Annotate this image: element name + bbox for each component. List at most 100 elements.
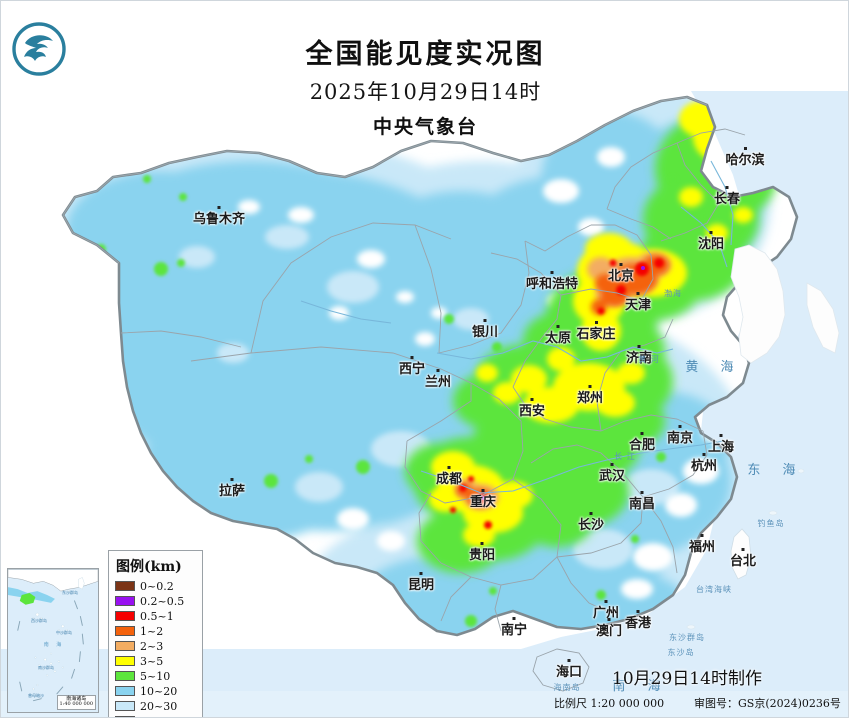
city-marker-dot (481, 489, 485, 492)
geo-label: 渤海 (664, 289, 682, 298)
city-marker-dot (610, 463, 614, 466)
city-label-text: 澳门 (595, 624, 623, 639)
city-marker-dot (637, 345, 641, 348)
legend-item: 1~2 (115, 624, 197, 638)
legend-title: 图例(km) (116, 559, 182, 575)
city-label-text: 广州 (592, 606, 620, 621)
city-marker-dot (678, 425, 682, 428)
geo-label: 黄 海 (685, 360, 743, 375)
city-marker-dot (604, 600, 608, 603)
inset-island-label: 东沙群岛 (62, 590, 78, 595)
city-label-text: 南昌 (628, 497, 656, 512)
approval-number-text: 审图号：GS京(2024)0236号 (694, 697, 841, 710)
inset-island-label: 西沙群岛 (31, 618, 47, 623)
legend-item: 0.5~1 (115, 609, 197, 623)
city-label: 成都 (435, 466, 463, 487)
geo-label: 黄 河 (638, 355, 660, 364)
geo-label: 钓鱼岛 (757, 519, 785, 528)
city-label: 南京 (667, 425, 693, 445)
city-marker-dot (640, 491, 644, 494)
city-marker-dot (550, 271, 554, 274)
geo-label: 长 江 (614, 452, 636, 461)
legend-label: 0.5~1 (140, 609, 174, 623)
inset-island-label: 曾母暗沙 (28, 693, 44, 698)
city-marker-dot (640, 432, 644, 435)
south-china-sea-inset: 东沙群岛 西沙群岛 中沙群岛 南沙群岛 曾母暗沙 南 海 南海诸岛 1:40 000 0… (7, 568, 99, 713)
city-marker-dot (594, 321, 598, 324)
made-at-text: 10月29日14时制作 (612, 669, 762, 689)
legend-item: 0.2~0.5 (115, 594, 197, 608)
legend-item: 0~0.2 (115, 579, 197, 593)
city-label: 武汉 (598, 463, 626, 484)
city-marker-dot (725, 186, 729, 189)
city-marker-dot (636, 610, 640, 613)
city-label: 呼和浩特 (525, 271, 579, 292)
inset-name: 南海诸岛 (66, 695, 87, 702)
city-label-text: 上海 (707, 440, 735, 455)
city-marker-dot (619, 263, 623, 266)
legend-swatch (115, 656, 135, 666)
city-label-text: 天津 (624, 298, 652, 313)
legend-item: ≥30 (115, 714, 197, 717)
city-label: 银川 (472, 319, 498, 339)
city-label: 西安 (518, 398, 546, 419)
city-label: 北京 (607, 263, 635, 284)
legend-swatch (115, 626, 135, 636)
city-marker-dot (743, 147, 747, 150)
legend-label: 5~10 (140, 669, 171, 683)
city-label-text: 北京 (607, 269, 635, 284)
city-label: 合肥 (629, 432, 655, 452)
legend-swatch (115, 671, 135, 681)
city-marker-dot (719, 434, 723, 437)
city-label: 哈尔滨 (725, 147, 765, 168)
city-label-text: 长沙 (577, 518, 605, 533)
city-label-text: 沈阳 (697, 237, 725, 252)
city-label: 济南 (626, 345, 652, 365)
city-label-text: 成都 (435, 472, 463, 487)
city-label: 福州 (688, 534, 716, 555)
city-marker-dot (530, 398, 534, 401)
city-label-text: 乌鲁木齐 (192, 212, 246, 227)
city-marker-dot (589, 512, 593, 515)
city-label-text: 石家庄 (576, 327, 616, 342)
legend-label: 0.2~0.5 (140, 594, 185, 608)
cma-logo (11, 21, 67, 77)
city-label-text: 呼和浩特 (525, 277, 579, 292)
city-label: 昆明 (407, 572, 435, 593)
city-label-text: 拉萨 (218, 484, 246, 499)
city-marker-dot (700, 534, 704, 537)
city-label-text: 台北 (729, 554, 757, 569)
city-label-text: 哈尔滨 (725, 153, 765, 168)
city-label: 乌鲁木齐 (192, 206, 246, 227)
legend-label: 10~20 (140, 684, 178, 698)
city-label-text: 武汉 (598, 469, 626, 484)
city-label-text: 香港 (624, 616, 652, 631)
city-label-text: 兰州 (424, 375, 452, 390)
city-label: 广州 (592, 600, 620, 621)
legend-panel: 图例(km) 0~0.2 0.2~0.5 0.5~1 1~2 2~3 3~5 5~10 10~… (108, 550, 203, 717)
city-marker-dot (636, 292, 640, 295)
city-marker-dot (217, 206, 221, 209)
geo-label: 东沙群岛 (669, 633, 705, 642)
city-label-text: 昆明 (407, 578, 435, 593)
legend-label: 3~5 (140, 654, 164, 668)
legend-label: 2~3 (140, 639, 164, 653)
city-label-text: 杭州 (690, 459, 718, 474)
geo-label: 台湾海峡 (696, 585, 732, 594)
legend-rows: 0~0.2 0.2~0.5 0.5~1 1~2 2~3 3~5 5~10 10~20 20~30… (115, 579, 197, 717)
legend-item: 2~3 (115, 639, 197, 653)
geo-label: 东 海 (747, 463, 805, 478)
legend-item: 5~10 (115, 669, 197, 683)
city-label-text: 西安 (518, 404, 546, 419)
city-marker-dot (410, 356, 414, 359)
city-label: 长春 (714, 186, 740, 206)
city-label-text: 福州 (688, 540, 716, 555)
legend-swatch (115, 611, 135, 621)
city-label: 海口 (556, 659, 582, 679)
inset-scale-box: 南海诸岛 1:40 000 000 (56, 694, 96, 710)
legend-swatch (115, 701, 135, 711)
city-label: 兰州 (424, 369, 452, 390)
legend-item: 3~5 (115, 654, 197, 668)
inset-sea-label: 南 海 (43, 642, 65, 648)
